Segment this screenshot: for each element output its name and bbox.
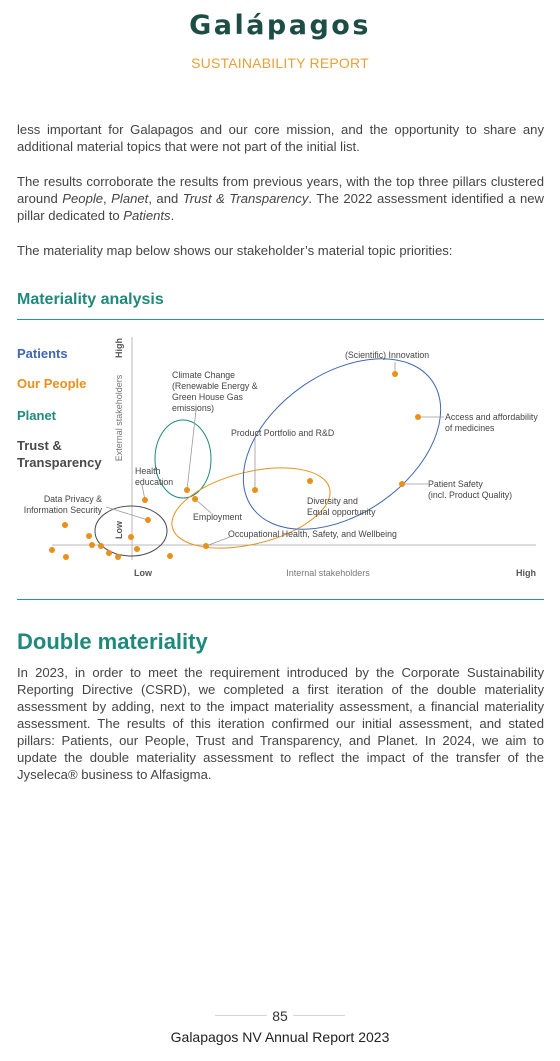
- legend-our-people: Our People: [17, 376, 87, 391]
- label-innovation: (Scientific) Innovation: [345, 350, 429, 360]
- legend-patients: Patients: [17, 346, 68, 361]
- label-diversity-1: Diversity and: [307, 496, 358, 506]
- trust-cluster-ellipse: [94, 505, 168, 557]
- point-minor: [86, 533, 92, 539]
- label-diversity-2: Equal opportunity: [307, 507, 376, 517]
- label-climate-4: emissions): [172, 403, 214, 413]
- point-patient-safety: [399, 481, 405, 487]
- section-divider-top: [17, 319, 544, 320]
- legend-planet: Planet: [17, 408, 57, 423]
- pillar-planet: Planet: [111, 191, 149, 206]
- label-health-2: education: [135, 477, 173, 487]
- report-subtitle: SUSTAINABILITY REPORT: [191, 55, 369, 71]
- materiality-title: Materiality analysis: [17, 291, 164, 308]
- planet-cluster-ellipse: [154, 419, 212, 499]
- point-minor: [89, 542, 95, 548]
- point-climate: [184, 487, 190, 493]
- point-employment: [192, 496, 198, 502]
- x-axis-low-label: Low: [134, 568, 153, 578]
- pillar-people: People: [62, 191, 104, 206]
- point-minor: [115, 554, 121, 560]
- x-axis-high-label: High: [516, 568, 536, 578]
- footer-line-right: [293, 1015, 345, 1016]
- point-minor: [98, 543, 104, 549]
- y-axis-title: External stakeholders: [114, 374, 124, 461]
- label-patient-safety-1: Patient Safety: [428, 479, 483, 489]
- point-minor: [106, 550, 112, 556]
- point-minor: [134, 546, 140, 552]
- point-privacy: [145, 517, 151, 523]
- point-minor: [62, 522, 68, 528]
- label-privacy-1: Data Privacy &: [44, 494, 102, 504]
- point-minor: [63, 554, 69, 560]
- page-number: 85: [272, 1008, 288, 1024]
- label-access-2: of medicines: [445, 423, 495, 433]
- label-climate-2: (Renewable Energy &: [172, 381, 258, 391]
- company-logo: Galápagos: [189, 10, 371, 41]
- intro-paragraph-3: The materiality map below shows our stak…: [17, 243, 453, 258]
- y-axis-low-label: Low: [114, 520, 124, 539]
- label-patient-safety-2: (incl. Product Quality): [428, 490, 512, 500]
- footer-line-left: [215, 1015, 267, 1016]
- point-minor: [167, 553, 173, 559]
- label-access-1: Access and affordability: [445, 412, 538, 422]
- people-cluster-ellipse: [171, 467, 331, 549]
- double-materiality-title: Double materiality: [17, 629, 208, 654]
- patients-cluster-ellipse: [242, 358, 442, 530]
- leader-lines: [105, 362, 444, 547]
- label-health-1: Health: [135, 466, 161, 476]
- label-climate-1: Climate Change: [172, 370, 235, 380]
- section-divider-bottom: [17, 599, 544, 600]
- x-axis-title: Internal stakeholders: [286, 568, 370, 578]
- intro-paragraph-2: The results corroborate the results from…: [17, 174, 544, 223]
- point-innovation: [392, 371, 398, 377]
- label-ohs: Occupational Health, Safety, and Wellbei…: [228, 529, 397, 539]
- point-minor: [49, 547, 55, 553]
- point-portfolio: [252, 487, 258, 493]
- pillar-trust: Trust & Transparency: [182, 191, 309, 206]
- double-materiality-paragraph: In 2023, in order to meet the requiremen…: [17, 665, 544, 782]
- point-diversity: [307, 478, 313, 484]
- point-health: [142, 497, 148, 503]
- y-axis-high-label: High: [114, 338, 124, 358]
- point-access: [415, 414, 421, 420]
- materiality-map: High Low External stakeholders Low Inter…: [24, 337, 538, 578]
- label-climate-3: Green House Gas: [172, 392, 244, 402]
- point-minor: [128, 534, 134, 540]
- footer-report-title: Galapagos NV Annual Report 2023: [170, 1029, 390, 1045]
- intro-paragraph-1: less important for Galapagos and our cor…: [17, 122, 544, 154]
- pillar-patients: Patients: [123, 208, 171, 223]
- point-ohs: [203, 543, 209, 549]
- legend-trust-transparency: Trust & Transparency: [17, 438, 102, 470]
- label-employment: Employment: [193, 512, 242, 522]
- label-portfolio: Product Portfolio and R&D: [231, 428, 334, 438]
- topic-points: [49, 371, 421, 560]
- label-privacy-2: Information Security: [24, 505, 103, 515]
